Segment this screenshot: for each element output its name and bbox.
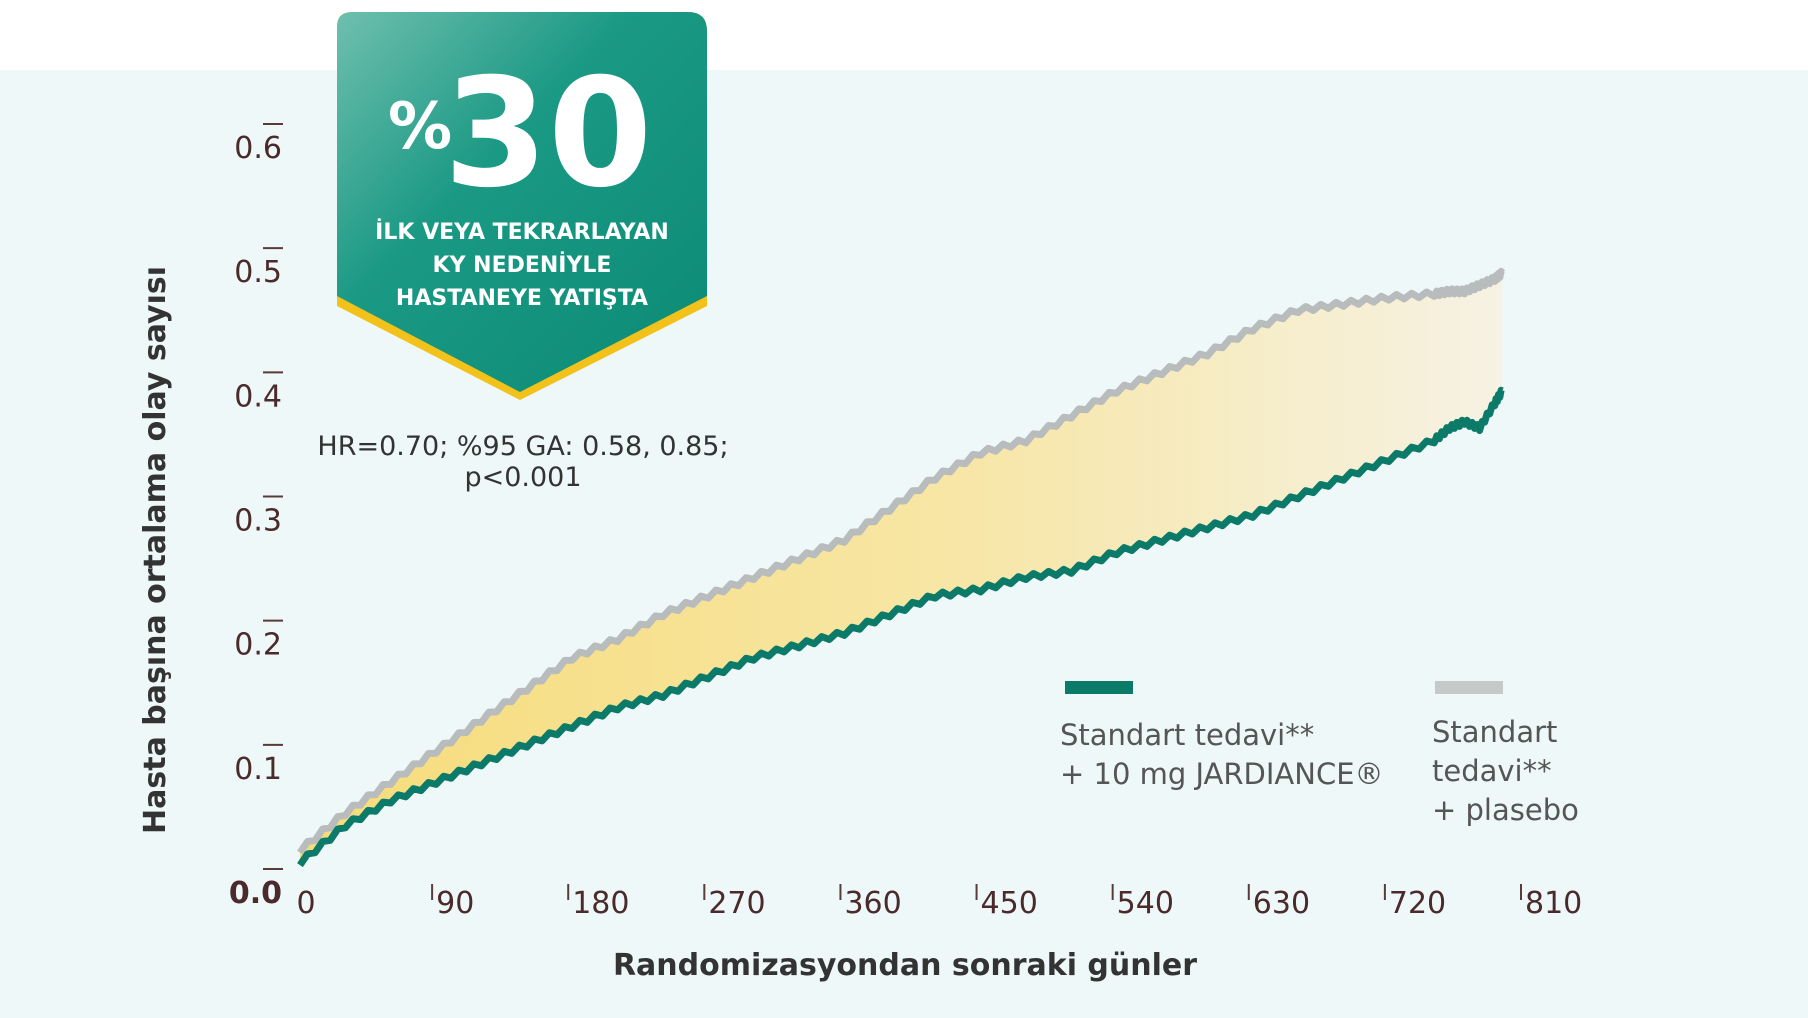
reduction-badge: % 30 İLK VEYA TEKRARLAYAN KY NEDENİYLE H… [337,12,707,400]
jardiance-series-line [297,386,1505,868]
legend-swatch-placebo [1435,681,1503,694]
badge-value: 30 [444,47,653,221]
p-value-text: p<0.001 [464,462,581,493]
x-tick-label: 720 [1389,886,1446,921]
x-tick-label: 0 [296,886,315,921]
legend-jardiance-line-2: + 10 mg JARDIANCE® [1060,757,1384,791]
legend-swatch-jardiance [1065,681,1133,694]
badge-line-1: İLK VEYA TEKRARLAYAN [375,219,669,245]
hazard-ratio-text: HR=0.70; %95 GA: 0.58, 0.85; [317,431,728,462]
y-tick-label: 0.0 [229,876,282,911]
x-tick-label: 90 [436,886,474,921]
difference-fill-area [300,271,1503,866]
y-tick-label: 0.1 [234,752,282,787]
x-axis-title: Randomizasyondan sonraki günler [613,948,1197,983]
legend: Standart tedavi** + 10 mg JARDIANCE® Sta… [1060,681,1579,827]
badge-line-3: HASTANEYE YATIŞTA [396,286,648,311]
legend-placebo-line-2: tedavi** [1432,754,1552,788]
y-axis-title: Hasta başına ortalama olay sayısı [138,266,173,834]
legend-jardiance-line-1: Standart tedavi** [1060,718,1314,752]
badge-percent-sign: % [388,90,452,164]
y-tick-label: 0.3 [234,504,282,539]
x-tick-label: 270 [708,886,765,921]
x-tick-label: 630 [1253,886,1310,921]
y-tick-label: 0.4 [234,379,282,414]
y-axis-ticks: 0.0 0.1 0.2 0.3 0.4 0.5 0.6 [229,123,283,911]
badge-shape [337,12,707,392]
x-tick-label: 180 [572,886,629,921]
y-tick-label: 0.6 [234,131,282,166]
y-tick-label: 0.2 [234,628,282,663]
badge-line-2: KY NEDENİYLE [433,252,612,278]
legend-placebo-line-1: Standart [1432,715,1557,749]
x-tick-label: 810 [1525,886,1582,921]
x-tick-label: 450 [981,886,1038,921]
x-tick-label: 540 [1117,886,1174,921]
placebo-series-line [297,267,1506,855]
x-axis-ticks: 0 90 180 270 360 450 540 630 720 810 [296,884,1582,921]
x-tick-label: 360 [844,886,901,921]
legend-placebo-line-3: + plasebo [1432,793,1579,827]
y-tick-label: 0.5 [234,255,282,290]
